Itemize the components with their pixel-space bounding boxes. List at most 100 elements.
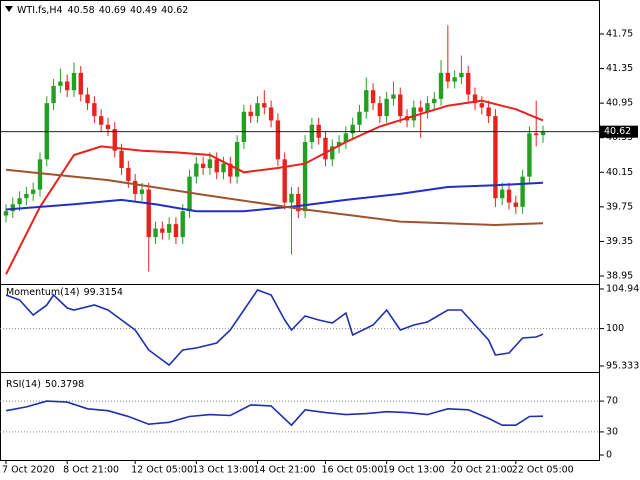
x-tick-label: 12 Oct 05:00 [131,465,193,476]
symbol: WTI.fs,H4 [17,5,63,16]
y-tick-label: 104.9405 [606,284,640,295]
candle-body [398,94,403,117]
indicator-line [5,400,544,427]
candle-body [479,103,485,108]
y-tick-label: 40.15 [606,167,633,178]
candle-body [445,72,451,82]
candle-body [377,103,383,117]
y-tick-label: 40.95 [606,98,633,109]
candle-body [459,72,464,78]
candle-body [24,193,29,199]
candle-body [92,103,97,117]
candle-body [241,111,247,143]
candle-body [139,189,145,194]
y-tick-label: 39.75 [606,201,633,212]
moving-average [5,168,544,227]
candle-body [472,94,478,104]
candle-body [343,133,349,143]
candle-body [58,81,63,86]
y-tick-label: 40.55 [606,132,633,143]
candle-body [302,142,308,212]
momentum-title: Momentum(14) 99.3154 [6,287,123,298]
last-open: 40.58 [68,5,95,16]
candle-body [330,146,335,160]
x-tick-label: 14 Oct 21:00 [254,465,316,476]
candle-body [411,107,417,121]
candle-body [44,103,49,160]
candle-body [98,116,104,125]
chart-header: WTI.fs,H4 40.58 40.69 40.49 40.62 [17,5,188,16]
candle-body [51,85,56,104]
rsi-title: RSI(14) 50.3798 [6,379,84,390]
candle-body [282,159,287,203]
price-label-box [600,125,638,138]
candle-body [105,124,111,130]
candle-body [64,81,70,91]
candle-body [384,98,389,117]
x-tick-label: 7 Oct 2020 [2,465,55,476]
candle-body [506,189,512,203]
indicator-name: RSI(14) [6,379,41,390]
candle-body [71,72,77,91]
candle-body [248,111,253,117]
y-tick-label: 39.35 [606,236,633,247]
x-tick-label: 16 Oct 05:00 [321,465,383,476]
candle-body [540,131,546,136]
candle-body [316,124,321,138]
x-tick-label: 13 Oct 13:00 [192,465,254,476]
candle-body [160,228,165,233]
last-low: 40.49 [130,5,157,16]
candle-body [112,129,117,151]
candle-body [534,133,539,136]
last-high: 40.69 [99,5,126,16]
candle-body [364,90,369,112]
y-tick-label: 38.95 [606,271,633,282]
candle-body [10,204,15,212]
candle-body [17,198,22,205]
candle-body [268,107,274,121]
candle-body [275,120,281,160]
y-tick-label: 30 [606,426,618,437]
candle-body [3,211,9,216]
indicator-line [5,289,544,367]
candle-body [438,72,444,99]
candle-body [119,150,124,168]
candle-body [391,94,396,99]
candle-body [432,98,437,104]
indicator-value: 50.3798 [45,379,84,390]
candle-body [370,90,376,104]
candle-body [513,202,519,207]
candle-body [132,180,138,194]
x-tick-label: 8 Oct 21:00 [63,465,119,476]
candle-body [357,111,362,125]
candle-body [500,189,505,199]
candle-body [255,103,260,117]
y-tick-label: 41.35 [606,63,633,74]
y-tick-label: 95.3339 [606,361,640,372]
moving-average [5,99,544,275]
candle-body [153,228,158,238]
candle-body [234,142,240,177]
y-tick-label: 0 [606,450,612,461]
candle-body [452,77,457,82]
candle-body [493,116,498,199]
candle-body [228,163,233,177]
y-tick-label: 41.75 [606,29,633,40]
candle-body [466,72,471,95]
candle-body [166,224,172,233]
collapse-icon [5,6,13,12]
indicator-name: Momentum(14) [6,287,80,298]
candle-body [418,107,423,112]
candle-body [323,137,328,160]
candle-body [520,176,525,207]
candle-body [221,163,226,173]
moving-average [5,181,544,213]
candle-body [173,224,179,238]
x-tick-label: 19 Oct 13:00 [383,465,445,476]
candle-body [85,94,90,104]
candle-body [180,211,185,238]
plot-frame [0,0,600,461]
candle-body [146,189,151,238]
